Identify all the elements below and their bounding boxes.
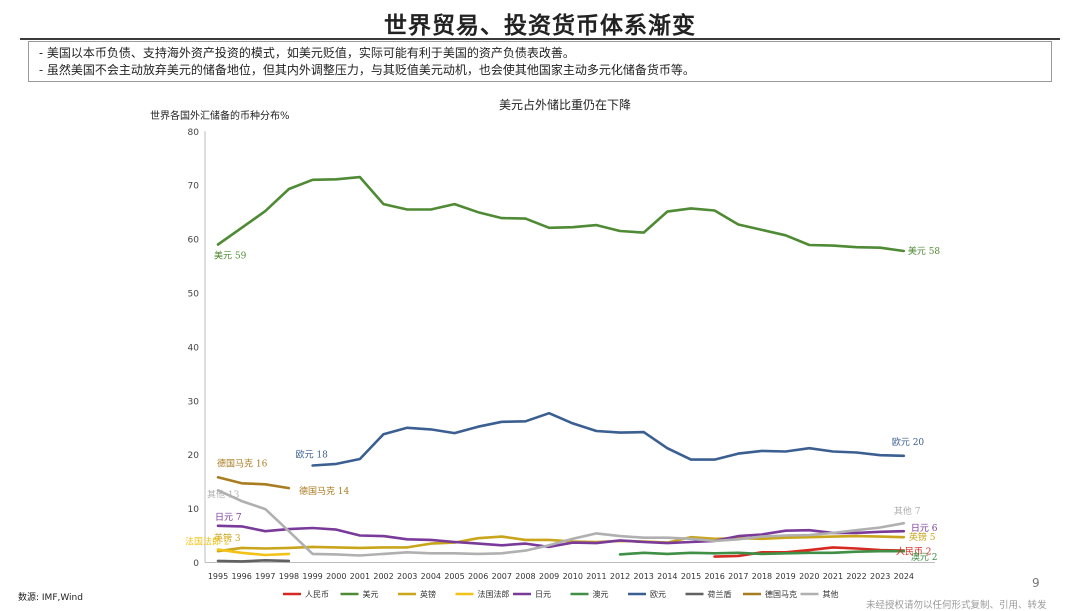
x-tick-label: 2007 xyxy=(492,572,512,581)
page-number: 9 xyxy=(1032,576,1040,590)
series-line-英镑 xyxy=(216,534,906,553)
x-tick-label: 2019 xyxy=(775,572,795,581)
data-label: 欧元 18 xyxy=(296,448,329,460)
x-tick-label: 2023 xyxy=(870,572,890,581)
source-note: 数源: IMF,Wind xyxy=(18,593,83,603)
legend-label: 美元 xyxy=(363,589,379,599)
x-tick-label: 2006 xyxy=(468,572,488,581)
x-tick-label: 1998 xyxy=(279,572,299,581)
x-tick-label: 1997 xyxy=(255,572,275,581)
x-tick-label: 2015 xyxy=(681,572,701,581)
page-title: 世界贸易、投资货币体系渐变 xyxy=(384,12,696,39)
x-tick-label: 2016 xyxy=(704,572,724,581)
series-line-人民币 xyxy=(713,546,906,558)
legend-label: 其他 xyxy=(823,589,839,599)
x-tick-label: 2018 xyxy=(752,572,772,581)
y-tick-label: 70 xyxy=(188,182,200,192)
watermark-text: 未经授权请勿以任何形式复制、引用、转发 xyxy=(866,600,1047,611)
x-tick-label: 2009 xyxy=(539,572,559,581)
chart-title: 美元占外储比重仍在下降 xyxy=(498,98,631,112)
notes-box: - 美国以本币负债、支持海外资产投资的模式，如美元贬值，实际可能有利于美国的资产… xyxy=(28,41,1052,82)
data-label: 美元 58 xyxy=(908,245,941,257)
legend-label: 法国法郎 xyxy=(478,589,510,599)
data-label: 人民币 2 xyxy=(896,547,932,558)
y-axis-title: 世界各国外汇储备的币种分布% xyxy=(150,111,290,122)
legend-label: 澳元 xyxy=(593,589,609,599)
x-tick-label: 2002 xyxy=(373,572,393,581)
series-line-荷兰盾 xyxy=(216,559,291,563)
x-tick-label: 2024 xyxy=(894,572,914,581)
note-line: - 美国以本币负债、支持海外资产投资的模式，如美元贬值，实际可能有利于美国的资产… xyxy=(39,46,575,60)
data-label: 其他 13 xyxy=(207,488,240,500)
series-line-欧元 xyxy=(311,411,906,467)
x-tick-label: 2012 xyxy=(610,572,630,581)
data-label: 法国法郎 2 xyxy=(185,536,230,548)
legend-label: 德国马克 xyxy=(765,589,797,599)
x-tick-label: 2010 xyxy=(563,572,583,581)
x-tick-label: 2005 xyxy=(444,572,464,581)
y-tick-label: 50 xyxy=(188,290,200,300)
data-label: 其他 7 xyxy=(894,505,921,517)
x-tick-label: 2021 xyxy=(823,572,843,581)
x-tick-label: 1999 xyxy=(302,572,322,581)
y-tick-label: 40 xyxy=(188,343,200,353)
y-tick-label: 30 xyxy=(188,397,200,407)
x-tick-label: 2014 xyxy=(657,572,677,581)
series-line-其他 xyxy=(216,489,906,557)
x-tick-label: 1995 xyxy=(208,572,228,581)
series-line-法国法郎 xyxy=(216,548,291,557)
legend-label: 欧元 xyxy=(650,589,666,599)
data-label: 日元 7 xyxy=(215,512,242,523)
x-tick-label: 2000 xyxy=(326,572,346,581)
x-tick-label: 2001 xyxy=(350,572,370,581)
data-label: 美元 59 xyxy=(214,249,247,261)
x-tick-label: 2008 xyxy=(515,572,535,581)
x-tick-label: 2022 xyxy=(846,572,866,581)
data-label: 英镑 3 xyxy=(214,532,241,544)
y-tick-label: 20 xyxy=(188,451,200,461)
y-tick-label: 60 xyxy=(188,236,200,246)
legend-label: 日元 xyxy=(535,590,551,599)
x-tick-label: 2004 xyxy=(421,572,441,581)
data-label: 德国马克 14 xyxy=(299,485,350,497)
x-tick-label: 2020 xyxy=(799,572,819,581)
x-tick-label: 2003 xyxy=(397,572,417,581)
legend-label: 英镑 xyxy=(420,589,436,599)
data-label: 德国马克 16 xyxy=(217,457,268,469)
y-tick-label: 80 xyxy=(188,128,200,138)
x-tick-label: 2013 xyxy=(634,572,654,581)
data-label: 英镑 5 xyxy=(909,531,936,543)
legend-label: 荷兰盾 xyxy=(708,589,732,599)
x-tick-label: 1996 xyxy=(231,572,251,581)
title-divider xyxy=(20,38,1060,40)
data-label: 澳元 2 xyxy=(911,551,938,563)
data-label: 欧元 20 xyxy=(892,436,925,448)
series-line-德国马克 xyxy=(216,476,291,490)
x-tick-label: 2011 xyxy=(586,572,606,581)
x-tick-label: 2017 xyxy=(728,572,748,581)
series-line-美元 xyxy=(216,175,906,253)
y-tick-label: 10 xyxy=(188,505,200,515)
data-label: 日元 6 xyxy=(911,523,938,534)
note-line: - 虽然美国不会主动放弃美元的储备地位，但其内外调整压力，与其贬值美元动机，也会… xyxy=(39,63,695,77)
legend-label: 人民币 xyxy=(305,590,329,599)
series-line-日元 xyxy=(216,524,906,549)
y-tick-label: 0 xyxy=(193,559,199,569)
series-line-澳元 xyxy=(618,549,906,556)
